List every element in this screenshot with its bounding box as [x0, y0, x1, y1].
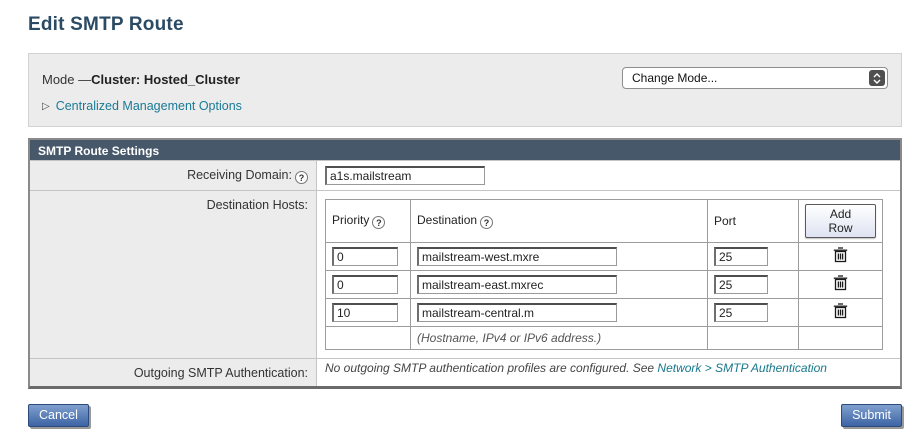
outgoing-auth-row: Outgoing SMTP Authentication: No outgoin…	[30, 358, 900, 386]
outgoing-auth-label: Outgoing SMTP Authentication:	[133, 366, 308, 380]
receiving-domain-input[interactable]	[325, 166, 485, 185]
outgoing-auth-value-cell: No outgoing SMTP authentication profiles…	[317, 359, 900, 386]
destination-host-row	[325, 270, 883, 299]
destination-input[interactable]	[417, 303, 617, 322]
mode-label: Mode —	[42, 72, 92, 87]
priority-header-label: Priority	[332, 213, 370, 227]
hostname-note-row: (Hostname, IPv4 or IPv6 address.)	[325, 326, 883, 350]
settings-header: SMTP Route Settings	[30, 140, 900, 160]
delete-row-trash-icon[interactable]	[833, 275, 848, 294]
delete-row-trash-icon[interactable]	[833, 247, 848, 266]
port-input[interactable]	[714, 275, 768, 294]
port-input[interactable]	[714, 303, 768, 322]
destination-host-row	[325, 298, 883, 327]
receiving-domain-label: Receiving Domain:	[187, 168, 292, 182]
change-mode-selected-value: Change Mode...	[632, 71, 718, 85]
smtp-authentication-link[interactable]: Network > SMTP Authentication	[657, 361, 827, 375]
destination-column-header: Destination?	[410, 199, 708, 243]
outgoing-auth-text: No outgoing SMTP authentication profiles…	[325, 361, 658, 375]
add-row-cell: Add Row	[798, 199, 883, 243]
priority-input[interactable]	[332, 303, 398, 322]
submit-button[interactable]: Submit	[841, 404, 902, 427]
help-icon[interactable]: ?	[480, 216, 494, 229]
destination-hosts-value-cell: Priority? Destination? Port Add Row	[317, 191, 900, 358]
destination-hosts-row: Destination Hosts: Priority? Destination…	[30, 190, 900, 358]
smtp-route-settings-table: SMTP Route Settings Receiving Domain:? D…	[28, 138, 902, 389]
help-icon[interactable]: ?	[295, 171, 308, 184]
destination-hosts-label-cell: Destination Hosts:	[30, 191, 317, 358]
centralized-management-options-label: Centralized Management Options	[55, 99, 242, 113]
add-row-button[interactable]: Add Row	[805, 204, 876, 238]
port-input[interactable]	[714, 247, 768, 266]
mode-text: Mode —Cluster: Hosted_Cluster	[42, 67, 240, 87]
destination-input[interactable]	[417, 247, 617, 266]
destination-header-label: Destination	[417, 213, 478, 227]
receiving-domain-label-cell: Receiving Domain:?	[30, 161, 317, 190]
disclosure-triangle-icon: ▷	[42, 100, 50, 112]
destination-hosts-label: Destination Hosts:	[206, 198, 308, 212]
receiving-domain-row: Receiving Domain:?	[30, 160, 900, 190]
receiving-domain-value-cell	[317, 161, 900, 190]
footer-actions: Cancel Submit	[28, 404, 902, 427]
priority-input[interactable]	[332, 247, 398, 266]
change-mode-select[interactable]: Change Mode...	[622, 67, 888, 89]
outgoing-auth-label-cell: Outgoing SMTP Authentication:	[30, 359, 317, 386]
page-container: Edit SMTP Route Mode —Cluster: Hosted_Cl…	[28, 14, 902, 427]
destination-hosts-header-row: Priority? Destination? Port Add Row	[325, 199, 883, 243]
destination-input[interactable]	[417, 275, 617, 294]
select-stepper-icon	[869, 70, 885, 86]
destination-host-row	[325, 242, 883, 271]
centralized-management-options-link[interactable]: ▷ Centralized Management Options	[42, 99, 888, 113]
hostname-note: (Hostname, IPv4 or IPv6 address.)	[417, 331, 602, 345]
priority-column-header: Priority?	[325, 199, 411, 243]
cancel-button[interactable]: Cancel	[28, 404, 89, 427]
mode-box: Mode —Cluster: Hosted_Cluster Change Mod…	[28, 53, 902, 127]
help-icon[interactable]: ?	[372, 216, 386, 229]
priority-input[interactable]	[332, 275, 398, 294]
page-title: Edit SMTP Route	[28, 14, 184, 35]
port-column-header: Port	[707, 199, 799, 243]
mode-value: Cluster: Hosted_Cluster	[91, 72, 240, 87]
destination-hosts-table: Priority? Destination? Port Add Row	[325, 199, 883, 350]
port-header-label: Port	[714, 214, 737, 228]
delete-row-trash-icon[interactable]	[833, 303, 848, 322]
